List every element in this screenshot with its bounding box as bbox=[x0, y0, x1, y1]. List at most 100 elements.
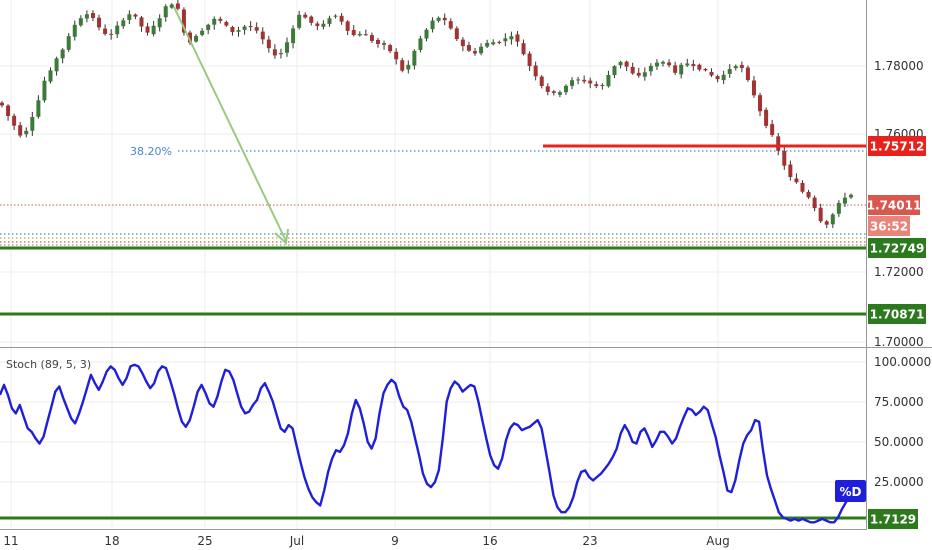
candle[interactable] bbox=[503, 33, 508, 47]
candle[interactable] bbox=[758, 92, 763, 117]
candle[interactable] bbox=[636, 67, 641, 78]
candle[interactable] bbox=[751, 76, 756, 98]
candle[interactable] bbox=[630, 62, 635, 75]
candle[interactable] bbox=[200, 27, 205, 37]
support-price-tag-2[interactable]: 1.70871 bbox=[868, 304, 926, 324]
candle[interactable] bbox=[115, 21, 120, 39]
candle[interactable] bbox=[466, 41, 471, 53]
candle[interactable] bbox=[212, 16, 217, 30]
candle[interactable] bbox=[327, 15, 332, 27]
candle[interactable] bbox=[109, 29, 114, 40]
candle[interactable] bbox=[527, 51, 532, 72]
candle[interactable] bbox=[285, 37, 290, 57]
candle[interactable] bbox=[48, 67, 53, 84]
stoch-series-tag[interactable]: %D bbox=[835, 480, 866, 502]
candle[interactable] bbox=[667, 59, 672, 68]
candle[interactable] bbox=[309, 15, 314, 26]
candle[interactable] bbox=[479, 43, 484, 56]
candle[interactable] bbox=[194, 34, 199, 43]
candle[interactable] bbox=[745, 65, 750, 82]
candle[interactable] bbox=[412, 49, 417, 70]
candle[interactable] bbox=[618, 60, 623, 69]
candle[interactable] bbox=[266, 35, 271, 53]
candle[interactable] bbox=[648, 63, 653, 76]
candle[interactable] bbox=[175, 0, 180, 11]
candle[interactable] bbox=[315, 21, 320, 31]
candle[interactable] bbox=[830, 213, 835, 228]
candle[interactable] bbox=[260, 27, 265, 45]
candle[interactable] bbox=[818, 203, 823, 224]
candle[interactable] bbox=[78, 15, 83, 27]
candle[interactable] bbox=[388, 43, 393, 54]
candle[interactable] bbox=[291, 25, 296, 49]
candle[interactable] bbox=[127, 10, 132, 25]
resistance-price-tag[interactable]: 1.75712 bbox=[868, 136, 926, 156]
candle[interactable] bbox=[460, 37, 465, 52]
candle[interactable] bbox=[606, 70, 611, 88]
candle[interactable] bbox=[727, 64, 732, 78]
candle[interactable] bbox=[624, 60, 629, 72]
candle[interactable] bbox=[509, 31, 514, 45]
candle[interactable] bbox=[363, 29, 368, 36]
candle[interactable] bbox=[97, 14, 102, 31]
candle[interactable] bbox=[842, 192, 847, 207]
candle[interactable] bbox=[12, 113, 17, 131]
candle[interactable] bbox=[473, 47, 478, 56]
candlestick-series[interactable] bbox=[0, 0, 853, 229]
candle[interactable] bbox=[157, 14, 162, 32]
candle[interactable] bbox=[272, 44, 277, 59]
candle[interactable] bbox=[382, 40, 387, 50]
candle[interactable] bbox=[60, 48, 65, 64]
candle[interactable] bbox=[18, 122, 23, 138]
candle[interactable] bbox=[139, 15, 144, 32]
candle[interactable] bbox=[6, 104, 11, 121]
candle[interactable] bbox=[697, 63, 702, 72]
trend-arrow[interactable] bbox=[173, 6, 289, 246]
candle[interactable] bbox=[121, 17, 126, 29]
candle[interactable] bbox=[533, 61, 538, 81]
candle[interactable] bbox=[145, 22, 150, 36]
candle[interactable] bbox=[661, 60, 666, 67]
candle[interactable] bbox=[582, 75, 587, 84]
candle[interactable] bbox=[54, 56, 59, 76]
candle[interactable] bbox=[406, 60, 411, 74]
candle[interactable] bbox=[206, 23, 211, 35]
candle[interactable] bbox=[254, 22, 259, 34]
candle[interactable] bbox=[442, 13, 447, 26]
candle[interactable] bbox=[563, 84, 568, 96]
candle[interactable] bbox=[836, 200, 841, 217]
candle[interactable] bbox=[782, 146, 787, 170]
candle[interactable] bbox=[151, 20, 156, 37]
candle[interactable] bbox=[333, 14, 338, 19]
candle[interactable] bbox=[733, 64, 738, 71]
candle[interactable] bbox=[788, 160, 793, 181]
candle[interactable] bbox=[642, 67, 647, 81]
candle[interactable] bbox=[576, 76, 581, 85]
candle[interactable] bbox=[90, 10, 95, 22]
candle[interactable] bbox=[394, 48, 399, 65]
candle[interactable] bbox=[545, 83, 550, 96]
candle[interactable] bbox=[84, 10, 89, 23]
candle[interactable] bbox=[345, 20, 350, 36]
candle[interactable] bbox=[424, 28, 429, 42]
candle[interactable] bbox=[351, 25, 356, 37]
candle[interactable] bbox=[497, 40, 502, 45]
candle[interactable] bbox=[570, 77, 575, 90]
candle[interactable] bbox=[594, 81, 599, 89]
candle[interactable] bbox=[297, 10, 302, 30]
candle[interactable] bbox=[709, 68, 714, 78]
candle[interactable] bbox=[679, 62, 684, 79]
candle[interactable] bbox=[491, 39, 496, 46]
candle[interactable] bbox=[339, 13, 344, 25]
candle[interactable] bbox=[515, 30, 520, 47]
candle[interactable] bbox=[600, 83, 605, 90]
stoch-level-tag[interactable]: 1.7129 bbox=[868, 509, 918, 529]
candle[interactable] bbox=[169, 3, 174, 9]
candle[interactable] bbox=[321, 20, 326, 30]
candle[interactable] bbox=[242, 24, 247, 35]
trend-arrow-line[interactable] bbox=[173, 6, 287, 242]
support-price-tag-1[interactable]: 1.72749 bbox=[868, 238, 926, 258]
candle[interactable] bbox=[430, 17, 435, 33]
candle[interactable] bbox=[24, 127, 29, 138]
candle[interactable] bbox=[721, 70, 726, 85]
